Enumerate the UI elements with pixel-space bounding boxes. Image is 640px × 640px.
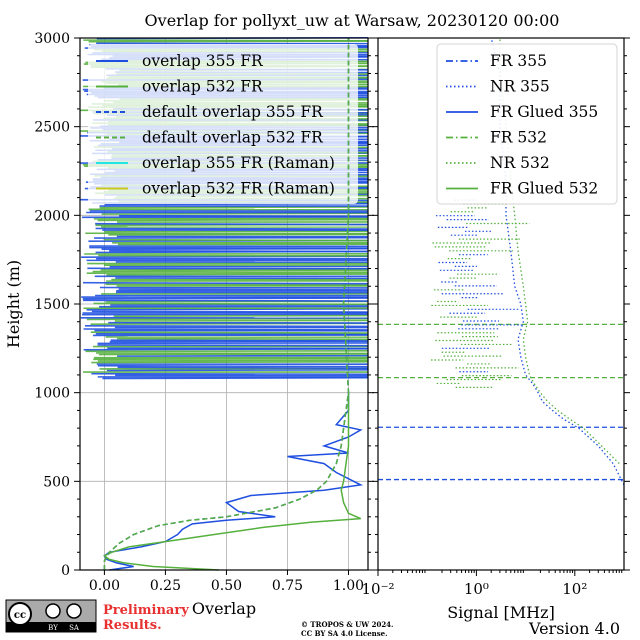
overlap-ytick-label: 500: [43, 474, 70, 490]
overlap-noise-line: [110, 339, 369, 342]
by-person-icon: [45, 603, 61, 619]
overlap-legend-label: overlap 532 FR (Raman): [142, 180, 335, 198]
sa-share-icon: [66, 603, 82, 619]
overlap-noise-line: [93, 357, 369, 361]
preliminary-line2: Results.: [103, 618, 162, 633]
copyright-line2: CC BY SA 4.0 License.: [301, 629, 388, 638]
overlap-noise-line: [83, 328, 369, 331]
overlap-noise-line: [117, 337, 369, 341]
signal-xtick-label: 10⁻²: [361, 580, 394, 598]
signal-series-line-4: [499, 38, 620, 465]
overlap-legend-label: default overlap 532 FR: [142, 129, 324, 147]
overlap-noise-line: [97, 359, 369, 362]
overlap-noise-line: [97, 344, 369, 347]
cc-icon: [8, 602, 32, 626]
overlap-ytick-label: 1500: [34, 297, 70, 313]
height-y-label: Height (m): [4, 260, 23, 348]
cc-text: cc: [14, 610, 26, 621]
overlap-noise-line: [91, 372, 369, 376]
overlap-legend-label: overlap 532 FR: [142, 78, 264, 96]
overlap-xtick-label: 0.50: [211, 578, 242, 594]
overlap-noise-line: [93, 217, 369, 220]
overlap-noise-line: [85, 325, 369, 328]
cc-license-logo: cc BY SA: [5, 599, 97, 633]
signal-legend: FR 355 NR 355 FR Glued 355 FR 532 NR 532 FR G…: [436, 43, 618, 205]
overlap-series-line-1: [102, 392, 361, 571]
signal-ticks: 10⁻² 10⁰ 10²: [361, 37, 630, 598]
overlap-noise-line: [93, 302, 369, 306]
preliminary-line1: Preliminary: [103, 603, 189, 618]
overlap-noise-line: [103, 238, 369, 242]
overlap-series-line-3: [103, 38, 350, 570]
overlap-noise-line: [105, 283, 369, 286]
signal-x-label: Signal [MHz]: [447, 603, 555, 622]
signal-panel: 10⁻² 10⁰ 10² FR 355 NR 355 FR Glued 355 FR 53…: [361, 37, 630, 622]
overlap-noise-line: [99, 206, 369, 209]
overlap-noise-line: [114, 319, 369, 322]
signal-legend-label: NR 355: [490, 78, 550, 96]
overlap-xtick-label: 0.00: [89, 578, 120, 594]
overlap-ticks: 0.00 0.25 0.50 0.75 1.00 0 500 1000 1500 2000 2500…: [34, 31, 374, 594]
overlap-legend-label: default overlap 355 FR: [142, 103, 324, 121]
overlap-noise-line: [118, 288, 369, 291]
overlap-x-label: Overlap: [192, 599, 256, 618]
overlap-noise-line: [117, 366, 369, 370]
by-text: BY: [48, 624, 58, 632]
signal-legend-label: FR Glued 532: [490, 180, 598, 198]
overlap-noise-line: [106, 273, 369, 276]
overlap-ytick-label: 2500: [34, 120, 70, 136]
overlap-noise-band: [80, 36, 369, 380]
overlap-xtick-label: 0.25: [150, 578, 181, 594]
overlap-ytick-label: 2000: [34, 208, 70, 224]
version-label: Version 4.0: [528, 619, 620, 638]
signal-legend-label: FR 532: [490, 129, 547, 147]
figure-title: Overlap for pollyxt_uw at Warsaw, 202301…: [145, 11, 560, 30]
signal-legend-label: FR 355: [490, 52, 547, 70]
overlap-noise-line: [102, 376, 369, 380]
overlap-noise-line: [86, 271, 369, 274]
overlap-ytick-label: 1000: [34, 386, 70, 402]
signal-legend-label: NR 532: [490, 154, 550, 172]
signal-xtick-label: 10²: [562, 580, 587, 598]
overlap-panel: 0.00 0.25 0.50 0.75 1.00 0 500 1000 1500 2000 2500…: [4, 31, 374, 618]
signal-xtick-label: 10⁰: [464, 580, 489, 598]
overlap-lines: [102, 38, 364, 571]
overlap-noise-line: [97, 364, 369, 368]
overlap-noise-line: [95, 227, 369, 230]
overlap-noise-line: [85, 349, 369, 353]
overlap-noise-line: [117, 354, 369, 357]
overlap-noise-line: [96, 352, 369, 355]
overlap-noise-line: [83, 39, 369, 42]
overlap-noise-line: [83, 299, 369, 302]
overlap-noise-line: [92, 269, 369, 273]
overlap-noise-line: [101, 212, 369, 215]
sa-text: SA: [69, 624, 80, 632]
overlap-legend: overlap 355 FR overlap 532 FR default over…: [96, 52, 335, 198]
signal-legend-box: [436, 43, 618, 205]
overlap-legend-label: overlap 355 FR (Raman): [142, 154, 335, 172]
overlap-xtick-label: 1.00: [333, 578, 364, 594]
overlap-noise-line: [91, 361, 369, 364]
overlap-ytick-label: 3000: [34, 31, 70, 47]
overlap-legend-label: overlap 355 FR: [142, 52, 264, 70]
overlap-noise-line: [106, 369, 369, 372]
overlap-noise-line: [90, 331, 369, 334]
overlap-noise-line: [83, 281, 369, 285]
overlap-noise-line: [119, 214, 369, 218]
overlap-noise-line: [113, 314, 369, 318]
signal-horizontal-markers: [378, 323, 624, 481]
overlap-noise-line: [82, 297, 369, 300]
overlap-xtick-label: 0.75: [272, 578, 303, 594]
overlap-noise-line: [97, 218, 369, 222]
copyright-line1: © TROPOS & UW 2024.: [301, 620, 394, 629]
overlap-noise-line: [91, 310, 369, 313]
signal-legend-label: FR Glued 355: [490, 103, 598, 121]
overlap-ytick-label: 0: [61, 563, 70, 579]
overlap-noise-line: [109, 250, 369, 253]
overlap-noise-line: [95, 222, 369, 226]
overlap-legend-backdrop: [88, 44, 358, 204]
overlap-noise-line: [86, 308, 369, 311]
